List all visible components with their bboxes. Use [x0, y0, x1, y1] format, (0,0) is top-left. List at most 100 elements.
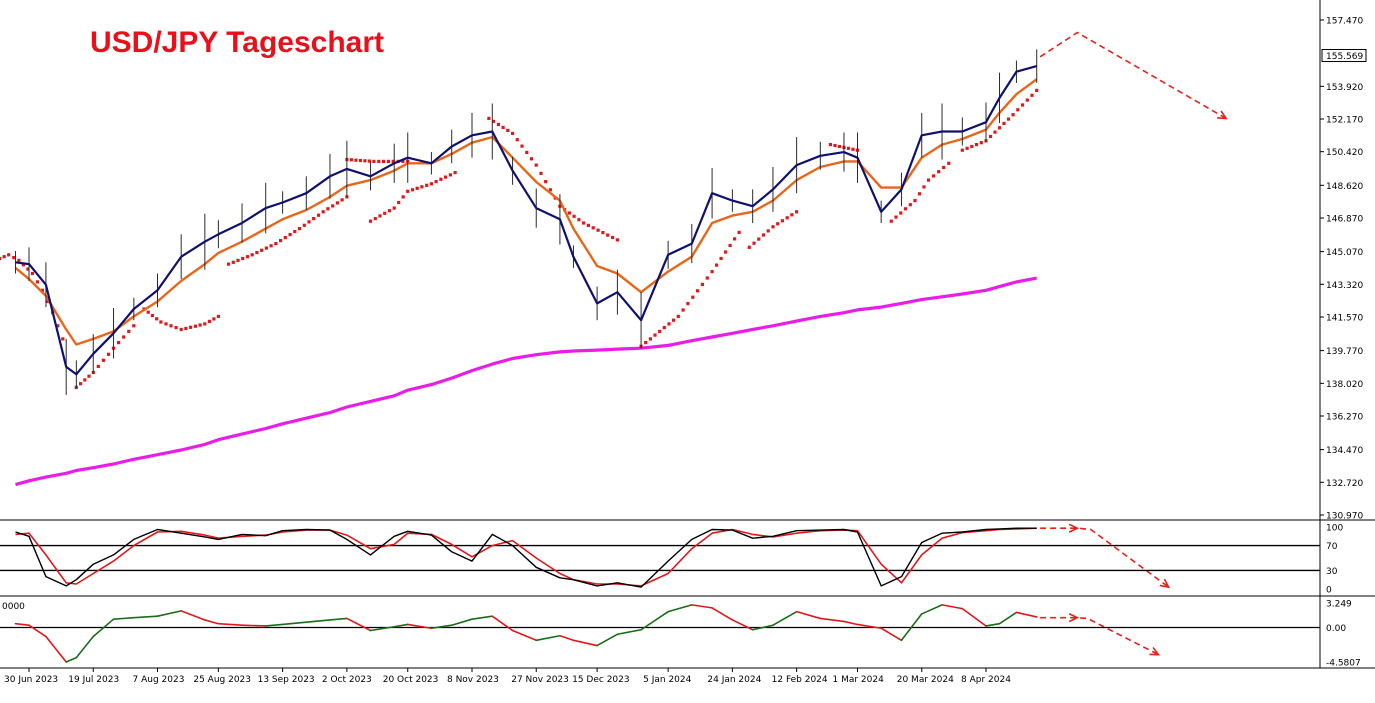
sar-dot [922, 185, 926, 189]
sar-dot [260, 248, 264, 252]
osc-segment [217, 622, 243, 627]
sar-dot [611, 235, 615, 240]
sar-dot [331, 204, 335, 208]
sar-dot [83, 378, 87, 382]
sar-dot [596, 228, 600, 232]
sar-dot [747, 245, 751, 249]
sar-dot [606, 233, 610, 237]
sar-dot [889, 219, 893, 223]
stoch-tick-label: 30 [1326, 567, 1338, 577]
sar-dot [21, 263, 25, 267]
osc-corner-label: 0000 [2, 602, 25, 612]
sar-dot [293, 230, 297, 234]
time-tick-label: 27 Nov 2023 [511, 675, 569, 685]
sar-dot [401, 195, 405, 199]
osc-segment [112, 616, 135, 620]
sar-dot [245, 255, 250, 259]
sar-dot [894, 215, 898, 219]
osc-segment [559, 634, 575, 642]
sar-dot [970, 144, 974, 149]
stoch-main-line [15, 527, 1037, 588]
price-tick-label: 136.270 [1326, 413, 1363, 423]
osc-segment [795, 610, 822, 620]
sar-dot [283, 236, 287, 240]
forecast-arrow-stoch [1040, 527, 1170, 588]
osc-segment [535, 634, 561, 642]
osc-segment [616, 628, 642, 636]
time-tick-label: 8 Nov 2023 [447, 675, 499, 685]
osc-segment [393, 623, 409, 628]
sar-dot [434, 180, 438, 184]
osc-segment [180, 610, 206, 621]
osc-segment [880, 627, 903, 642]
sar-dot [40, 288, 45, 292]
stoch-tick-label: 0 [1326, 586, 1332, 596]
sar-dot [46, 299, 50, 304]
sar-dot [216, 314, 220, 318]
osc-segment [961, 607, 987, 627]
sar-dot [737, 230, 741, 234]
sar-dot [672, 318, 676, 322]
osc-segment [941, 604, 964, 610]
forecast-arrows [1039, 31, 1228, 656]
osc-segment [14, 622, 30, 627]
sar-dot [534, 163, 538, 167]
sar-dot [715, 263, 719, 267]
sar-dot [56, 324, 60, 328]
sar-dot [392, 206, 396, 210]
sar-dot [586, 223, 590, 227]
sar-dot [506, 128, 510, 132]
sar-dot [780, 219, 784, 223]
osc-segment [133, 615, 159, 619]
sar-dot [406, 189, 410, 193]
sar-dot [378, 214, 382, 218]
osc-segment [346, 617, 372, 632]
sar-dot [164, 322, 168, 326]
osc-segment [241, 624, 267, 627]
sar-dot [1035, 88, 1039, 92]
sar-dot [155, 317, 159, 321]
osc-segment [856, 623, 882, 630]
sar-dot [453, 171, 457, 175]
sar-dot [926, 178, 931, 182]
price-tick-label: 153.920 [1326, 83, 1363, 93]
sar-dot [226, 262, 231, 266]
osc-segment [450, 618, 473, 627]
osc-segment [731, 619, 754, 631]
sar-dot [572, 214, 576, 218]
time-tick-label: 2 Oct 2023 [322, 675, 372, 685]
sar-dot [101, 358, 105, 362]
sar-dot [833, 143, 837, 148]
sar-dot [761, 233, 766, 237]
osc-segment [45, 635, 67, 663]
sar-dot [439, 177, 443, 181]
sar-dot [548, 188, 552, 192]
sar-dot [577, 218, 581, 222]
sar-dot [492, 119, 496, 123]
sar-dot [997, 126, 1002, 130]
osc-segment [596, 633, 619, 647]
sar-dot [615, 238, 619, 242]
sar-dot [1016, 108, 1020, 112]
osc-segment [572, 639, 598, 647]
sar-dot [520, 144, 524, 148]
sar-dot [988, 134, 993, 139]
sar-dot [269, 244, 273, 248]
sar-dot [26, 267, 30, 271]
sar-dot [1006, 117, 1011, 121]
sar-dot [255, 251, 259, 255]
osc-segment [156, 610, 182, 617]
sar-dot [567, 211, 571, 215]
price-tick-label: 139.770 [1326, 347, 1363, 357]
sar-dot [382, 159, 386, 163]
sar-dot [1030, 93, 1034, 97]
sar-dot [425, 183, 429, 187]
sar-dot [851, 147, 855, 151]
chart-title: USD/JPY Tageschart [90, 26, 384, 59]
sar-dot [591, 226, 595, 230]
sar-dot [264, 246, 268, 250]
sar-dot [710, 270, 714, 274]
sar-dot [340, 198, 344, 202]
sar-dot [386, 159, 390, 163]
time-tick-label: 20 Mar 2024 [897, 675, 954, 685]
